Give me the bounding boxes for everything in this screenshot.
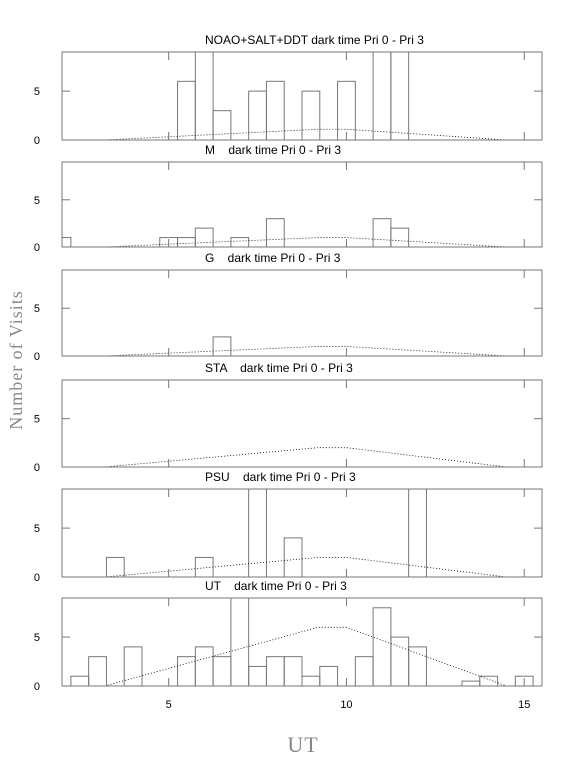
y-tick-label: 5 <box>34 632 40 644</box>
axes-frame <box>61 379 543 468</box>
histogram-bar <box>514 675 534 686</box>
y-tick-label: 5 <box>34 195 40 207</box>
model-curve <box>104 128 507 140</box>
histogram-bar <box>212 110 232 140</box>
panel-title: M dark time Pri 0 - Pri 3 <box>205 143 341 157</box>
axes-frame <box>61 51 543 141</box>
histogram-bar <box>408 489 427 577</box>
panel-title: UT dark time Pri 0 - Pri 3 <box>205 579 347 593</box>
y-tick-label: 0 <box>34 681 40 693</box>
y-tick-label: 0 <box>34 242 40 254</box>
x-tick-label: 5 <box>166 699 172 711</box>
y-tick-label: 0 <box>34 135 40 147</box>
histogram-bar <box>177 80 196 140</box>
histogram-bar <box>194 227 214 247</box>
y-tick-label: 5 <box>34 303 40 315</box>
x-tick-label: 15 <box>518 699 530 711</box>
histogram-bar <box>265 218 285 247</box>
histogram-bar <box>230 598 250 686</box>
histogram-bar <box>301 675 321 686</box>
histogram-bar <box>479 675 499 686</box>
axes-frame <box>61 269 543 357</box>
histogram-bar <box>123 646 143 686</box>
model-curve <box>104 346 507 356</box>
y-tick-label: 0 <box>34 572 40 584</box>
histogram-bar <box>319 665 339 686</box>
plot-area <box>62 218 507 247</box>
histogram-bar <box>70 675 90 686</box>
histogram-bar <box>283 656 303 686</box>
histogram-bar <box>408 646 427 686</box>
histogram-bar <box>212 656 232 686</box>
y-tick-label: 0 <box>34 351 40 363</box>
x-axis-label: UT <box>287 732 318 757</box>
histogram-bar <box>337 80 356 140</box>
histogram-bar <box>248 665 267 686</box>
y-tick-label: 5 <box>34 523 40 535</box>
y-axis-label: Number of Visits <box>6 290 26 430</box>
axes-frame <box>61 161 543 248</box>
histogram-bar <box>230 237 250 247</box>
histogram-bar <box>177 656 196 686</box>
histogram-bar <box>390 636 410 686</box>
axes-frame <box>61 597 543 687</box>
y-tick-label: 5 <box>34 414 40 426</box>
plot-area <box>104 52 507 140</box>
plot-area <box>104 336 507 356</box>
histogram-bar <box>88 656 107 686</box>
histogram-bar <box>194 556 214 577</box>
histogram-bar <box>390 52 410 140</box>
panel-title: STA dark time Pri 0 - Pri 3 <box>205 361 353 375</box>
x-tick-label: 10 <box>340 699 352 711</box>
histogram-bar <box>265 80 285 140</box>
y-tick-label: 0 <box>34 462 40 474</box>
histogram-bar <box>194 52 214 140</box>
histogram-bar <box>62 237 72 247</box>
histogram-bar <box>212 336 232 356</box>
model-curve <box>104 447 507 467</box>
histogram-bar <box>372 218 392 247</box>
histogram-bar <box>283 537 303 577</box>
histogram-bar <box>301 90 321 140</box>
histogram-bar <box>177 237 196 247</box>
histogram-bar <box>390 227 410 247</box>
histogram-bar <box>372 607 392 686</box>
histogram-bar <box>265 656 285 686</box>
histogram-bar <box>194 646 214 686</box>
panel-title: G dark time Pri 0 - Pri 3 <box>205 251 341 265</box>
model-curve <box>104 237 507 247</box>
y-tick-label: 5 <box>34 86 40 98</box>
model-curve <box>104 557 507 577</box>
histogram-bar <box>461 680 481 686</box>
model-curve <box>104 626 507 686</box>
panel-title: NOAO+SALT+DDT dark time Pri 0 - Pri 3 <box>205 33 424 47</box>
plot-area <box>104 447 507 467</box>
plot-area <box>70 598 534 686</box>
histogram-bar <box>105 556 125 577</box>
histogram-bar <box>248 489 267 577</box>
panel-title: PSU dark time Pri 0 - Pri 3 <box>205 470 356 484</box>
histogram-bar <box>372 52 392 140</box>
plot-area <box>104 489 507 577</box>
axes-frame <box>61 488 543 578</box>
histogram-bar <box>354 656 374 686</box>
